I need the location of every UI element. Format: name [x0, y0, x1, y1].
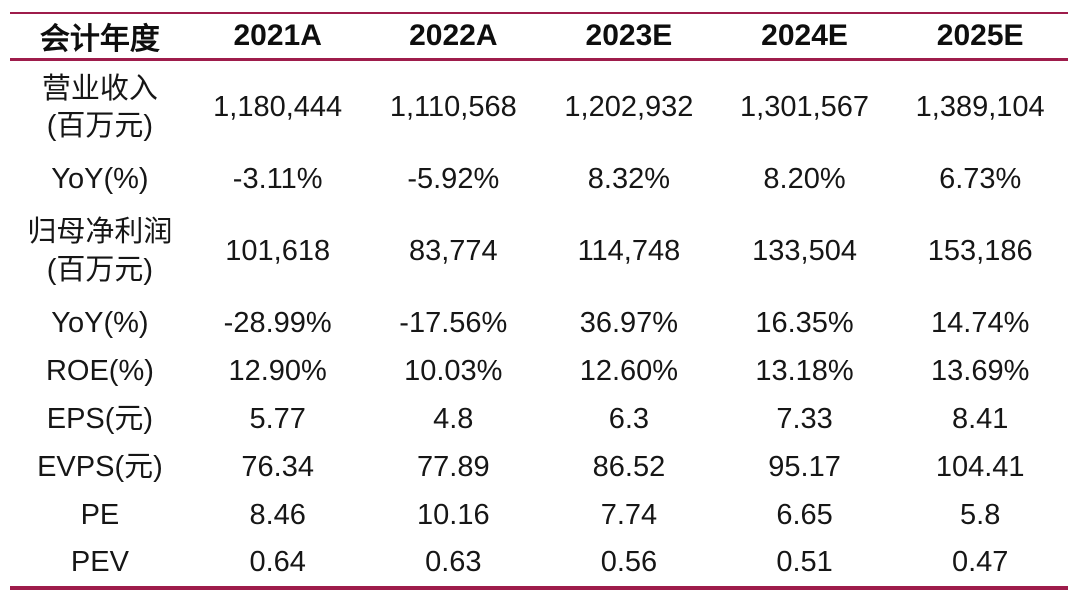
cell-value: 95.17 — [768, 450, 841, 483]
cell-value: 13.18% — [755, 354, 854, 387]
cell-value: 12.90% — [228, 354, 327, 387]
cell-value: 0.64 — [249, 545, 306, 578]
table-row-pe: PE 8.46 10.16 7.74 6.65 5.8 — [10, 492, 1068, 540]
cell-value: 0.56 — [600, 545, 658, 578]
cell-value: 16.35% — [755, 306, 854, 339]
cell-value: 104.41 — [935, 450, 1025, 483]
table-row-net-profit: 归母净利润 (百万元) 101,618 83,774 114,748 133,5… — [10, 204, 1068, 300]
cell-value: 8.41 — [951, 402, 1009, 435]
table-header: 会计年度 2021A 2022A 2023E 2024E 2025E — [10, 13, 1068, 60]
table-row-roe: ROE(%) 12.90% 10.03% 12.60% 13.18% 13.69… — [10, 348, 1068, 396]
cell-value: -17.56% — [399, 306, 508, 339]
cell-value: 1,180,444 — [213, 91, 343, 124]
row-label-pev: PEV — [70, 545, 129, 578]
header-row: 会计年度 2021A 2022A 2023E 2024E 2025E — [10, 13, 1068, 60]
cell-value: 7.74 — [600, 498, 658, 531]
cell-value: 8.20% — [763, 162, 846, 195]
cell-value: 14.74% — [931, 306, 1030, 339]
cell-value: 8.46 — [249, 498, 306, 531]
header-fiscal-year: 会计年度 — [39, 23, 160, 56]
cell-value: 77.89 — [417, 450, 490, 483]
cell-value: 153,186 — [927, 234, 1033, 267]
row-label-evps: EVPS(元) — [37, 450, 163, 483]
header-2025e: 2025E — [936, 19, 1024, 52]
header-2022a: 2022A — [409, 19, 498, 52]
header-2021a: 2021A — [233, 19, 322, 52]
financial-forecast-table: 会计年度 2021A 2022A 2023E 2024E 2025E 营业收入 … — [10, 12, 1068, 590]
cell-value: 36.97% — [579, 306, 679, 339]
row-label-net-profit: 归母净利润 (百万元) — [10, 204, 190, 300]
cell-value: 13.69% — [931, 354, 1030, 387]
table-row-profit-yoy: YoY(%) -28.99% -17.56% 36.97% 16.35% 14.… — [10, 300, 1068, 348]
cell-value: 1,389,104 — [915, 91, 1045, 124]
row-label-unit: (百万元) — [46, 110, 154, 143]
cell-value: 5.8 — [960, 498, 1001, 531]
cell-value: 6.73% — [939, 162, 1022, 195]
cell-value: 10.16 — [417, 498, 490, 531]
row-label-yoy: YoY(%) — [51, 306, 149, 339]
cell-value: 10.03% — [404, 354, 503, 387]
table-row-pev: PEV 0.64 0.63 0.56 0.51 0.47 — [10, 540, 1068, 588]
cell-value: 86.52 — [592, 450, 666, 483]
table-body: 营业收入 (百万元) 1,180,444 1,110,568 1,202,932… — [10, 60, 1068, 588]
cell-value: 8.32% — [587, 162, 671, 195]
cell-value: 76.34 — [241, 450, 314, 483]
cell-value: 6.65 — [776, 498, 833, 531]
row-label-unit: (百万元) — [46, 253, 154, 286]
table-row-evps: EVPS(元) 76.34 77.89 86.52 95.17 104.41 — [10, 444, 1068, 492]
cell-value: 7.33 — [776, 402, 833, 435]
row-label-text: 归母净利润 — [27, 215, 173, 248]
table-row-eps: EPS(元) 5.77 4.8 6.3 7.33 8.41 — [10, 396, 1068, 444]
cell-value: -3.11% — [232, 162, 323, 195]
cell-value: 83,774 — [408, 234, 498, 267]
cell-value: -5.92% — [407, 162, 500, 195]
cell-value: 1,301,567 — [740, 91, 870, 124]
cell-value: 1,110,568 — [389, 91, 517, 124]
cell-value: 0.47 — [951, 545, 1009, 578]
row-label-pe: PE — [80, 498, 120, 531]
cell-value: 4.8 — [433, 402, 474, 435]
cell-value: 133,504 — [752, 234, 857, 267]
table-row-revenue-yoy: YoY(%) -3.11% -5.92% 8.32% 8.20% 6.73% — [10, 156, 1068, 204]
cell-value: 6.3 — [608, 402, 650, 435]
header-2023e: 2023E — [585, 19, 673, 52]
row-label-yoy: YoY(%) — [51, 162, 149, 195]
row-label-text: 营业收入 — [41, 72, 158, 105]
cell-value: 0.63 — [425, 545, 482, 578]
cell-value: 0.51 — [776, 545, 833, 578]
cell-value: 101,618 — [225, 234, 331, 267]
cell-value: 5.77 — [249, 402, 306, 435]
cell-value: 12.60% — [579, 354, 679, 387]
cell-value: 1,202,932 — [564, 91, 694, 124]
row-label-revenue: 营业收入 (百万元) — [10, 60, 190, 156]
table-row-revenue: 营业收入 (百万元) 1,180,444 1,110,568 1,202,932… — [10, 60, 1068, 156]
row-label-eps: EPS(元) — [46, 402, 154, 435]
cell-value: -28.99% — [223, 306, 332, 339]
row-label-roe: ROE(%) — [45, 354, 154, 387]
header-2024e: 2024E — [761, 19, 848, 52]
cell-value: 114,748 — [577, 234, 681, 267]
